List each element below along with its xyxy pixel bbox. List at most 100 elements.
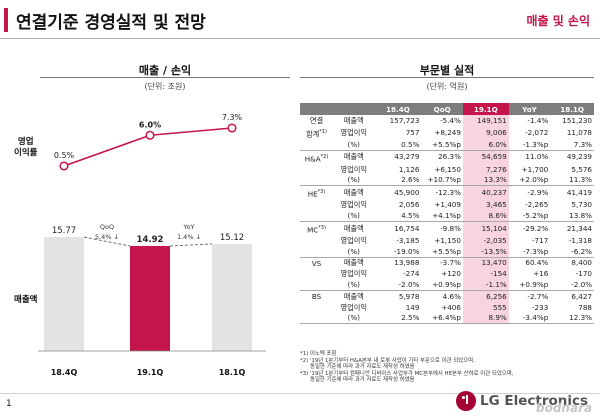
segment-name-cell: MC*3) [300, 222, 333, 236]
value-cell: -2,035 [462, 235, 509, 247]
segment-name-cell [300, 210, 334, 223]
metric-cell: 매출액 [343, 223, 364, 233]
value-cell: 13.3% [462, 175, 509, 187]
segment-results-table: 18.4Q QoQ 19.1Q YoY 18.1Q 연결 매출액 157,723 -5… [300, 103, 594, 325]
table-header-18-4q: 18.4Q [374, 103, 422, 115]
segment-name-cell [300, 175, 334, 187]
metric-cell: (%) [333, 210, 375, 223]
segment-name-cell: 연결 [300, 115, 333, 126]
right-section-unit: (단위: 억원) [426, 82, 468, 91]
value-cell: 41,419 [566, 188, 592, 198]
table-header-qoq: QoQ [421, 103, 463, 115]
table-row: 영업이익 149 +406 555 -233 788 [300, 302, 594, 313]
table-row: 합계*1) 영업이익 757 +8,249 9,006 -2,072 11,078 [300, 126, 594, 140]
value-cell: 13,470 [462, 257, 509, 269]
page-title: 연결기준 경영실적 및 전망 [16, 13, 206, 33]
lg-logo: LG Electronics [456, 391, 588, 411]
value-cell: 5,730 [571, 200, 592, 210]
segment-footnote-ref: *1) [319, 129, 327, 135]
operating-margin-point [145, 130, 155, 140]
segment-name-cell [300, 246, 334, 258]
segment-name-cell [300, 269, 333, 280]
value-cell: +1,409 [434, 200, 461, 210]
segment-name: HE [307, 189, 318, 199]
value-cell: -2.7% [527, 291, 549, 301]
segment-name-cell [300, 236, 333, 247]
value-cell: +2.0%p [508, 175, 551, 187]
operating-margin-line-chart: 0.5% 6.0% 7.3% [54, 113, 243, 171]
value-cell: -2,072 [525, 127, 549, 137]
change-annotation-label: QoQ [100, 223, 114, 231]
metric-cell: (%) [333, 139, 375, 151]
segment-name-cell: BS [300, 291, 333, 303]
value-cell: -2.0% [550, 279, 594, 292]
value-cell: 12.3% [550, 312, 594, 325]
segment-footnote-ref: *2) [320, 153, 329, 160]
value-cell: 5,576 [571, 164, 592, 174]
value-cell: 26.3% [438, 152, 461, 162]
operating-margin-point [227, 123, 237, 133]
table-row: (%) 0.5% +5.5%p 6.0% -1.3%p 7.3% [300, 139, 594, 151]
value-cell: +6.4%p [421, 312, 463, 325]
lg-logo-text: LG Electronics [480, 393, 589, 409]
footnotes: *1) 이노텍 포함 *2) '19년 1분기부터 H&A본부 내 로봇 사업이 … [300, 351, 594, 384]
metric-cell: 매출액 [343, 152, 364, 162]
yoy-connector [169, 243, 213, 247]
value-cell: -2.0% [374, 279, 422, 292]
table-header-18-1q: 18.1Q [550, 103, 594, 115]
table-row: (%) 2.5% +6.4%p 8.9% -3.4%p 12.3% [300, 312, 594, 325]
table-row: VS 매출액 13,988 -3.7% 13,470 60.4% 8,400 [300, 257, 594, 269]
value-cell: -13.5% [462, 246, 509, 258]
value-cell: 4.6% [442, 291, 461, 301]
value-cell: 15,104 [462, 221, 509, 236]
sales-bar [130, 246, 170, 351]
metric-cell: 영업이익 [340, 200, 367, 210]
metric-cell: 영업이익 [340, 127, 367, 137]
table-row: 영업이익 1,126 +6,150 7,276 +1,700 5,576 [300, 164, 594, 176]
value-cell: 157,723 [389, 115, 420, 125]
value-cell: -2,265 [525, 200, 549, 210]
value-cell: 1,126 [398, 164, 420, 174]
operating-margin-data-label: 6.0% [139, 120, 161, 129]
value-cell: -3.4%p [508, 312, 551, 325]
footnote-line: 동일한 기준에 따라 과거 자료도 재작성 하였음 [310, 364, 415, 371]
segment-name: 연결 [309, 116, 324, 125]
value-cell: -12.3% [435, 188, 461, 198]
metric-cell: (%) [333, 246, 375, 258]
value-cell: 0.5% [374, 139, 422, 151]
value-cell: +6,150 [434, 164, 461, 174]
metric-cell: 매출액 [343, 291, 364, 301]
segment-name: MC [307, 225, 319, 235]
metric-cell: 영업이익 [340, 235, 367, 245]
lg-logo-mark [456, 391, 476, 411]
sales-data-label: 15.12 [220, 233, 244, 243]
x-axis-category-label: 18.1Q [219, 368, 246, 377]
operating-margin-point [59, 161, 69, 171]
x-axis-category-label: 18.4Q [51, 368, 78, 377]
segment-name-cell [300, 164, 333, 175]
value-cell: 11.0% [525, 152, 549, 162]
x-axis-category-label: 19.1Q [137, 368, 164, 377]
value-cell: -1.4% [527, 115, 549, 125]
value-cell: -233 [531, 302, 549, 312]
value-cell: +1,150 [434, 235, 461, 245]
value-cell: 7.3% [550, 139, 594, 151]
footer-divider [0, 393, 600, 394]
value-cell: -5.2%p [508, 210, 551, 223]
segment-footnote-ref: *3) [317, 189, 326, 196]
value-cell: -29.2% [522, 223, 549, 233]
value-cell: 555 [462, 302, 509, 313]
value-cell: -6.2% [550, 246, 594, 258]
watermark: bodnara [536, 401, 593, 415]
table-header-row: 18.4Q QoQ 19.1Q YoY 18.1Q [300, 103, 594, 115]
value-cell: -154 [462, 268, 509, 280]
table-row: 연결 매출액 157,723 -5.4% 149,151 -1.4% 151,230 [300, 115, 594, 126]
sales-bar-chart: 15.77 18.4Q 14.92 19.1Q 15.12 18.1Q QoQ 5.4% ↓ Y… [38, 223, 266, 377]
segment-name: H&A [304, 154, 321, 164]
segment-name-cell: H&A*2) [300, 150, 333, 164]
table-row: BS 매출액 5,978 4.6% 6,256 -2.7% 6,427 [300, 290, 594, 303]
page-number: 1 [6, 399, 12, 409]
segment-footnote-ref: *3) [318, 225, 326, 232]
value-cell: 21,344 [566, 223, 592, 233]
segment-name-cell [300, 139, 334, 151]
